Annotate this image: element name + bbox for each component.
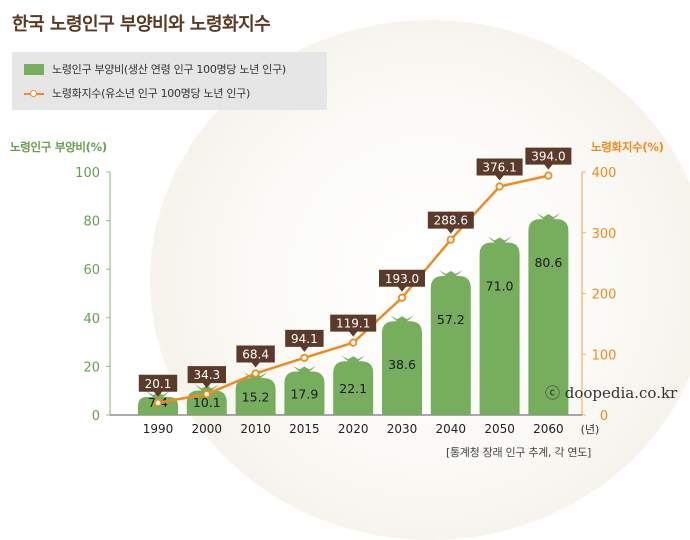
x-tick-label: 2040 [436, 422, 467, 436]
line-point [202, 390, 211, 399]
line-value-label: 376.1 [482, 161, 516, 175]
line-point [544, 171, 553, 180]
bar [382, 321, 422, 415]
left-tick-label: 0 [92, 409, 100, 424]
line-value-label: 20.1 [145, 377, 172, 391]
left-tick-label: 20 [83, 360, 100, 375]
source-note: [통계청 장래 인구 추계, 각 연도] [446, 446, 592, 459]
line-point [397, 293, 407, 302]
bar-tuft [487, 236, 512, 244]
line-label-box [285, 329, 324, 352]
left-tick-label: 60 [83, 263, 100, 278]
watermark: ⓒ doopedia.co.kr [545, 384, 678, 402]
x-tick-label: 2050 [484, 422, 515, 436]
line-value-label: 193.0 [385, 272, 419, 286]
line-value-label: 68.4 [242, 347, 269, 361]
line-label-box [379, 269, 425, 292]
bar [235, 378, 276, 415]
left-axis-title: 노령인구 부양비(%) [10, 140, 107, 154]
right-tick-label: 0 [600, 409, 608, 424]
legend-line-label: 노령화지수(유소년 인구 100명당 노년 인구) [52, 87, 250, 100]
line-label-box [525, 147, 572, 170]
right-tick-label: 300 [592, 227, 617, 242]
legend: 노령인구 부양비(생산 연령 인구 100명당 노년 인구) 노령화지수(유소년… [12, 52, 327, 110]
x-axis-unit: (년) [581, 423, 600, 436]
bar [430, 276, 471, 415]
legend-bar-label: 노령인구 부양비(생산 연령 인구 100명당 노년 인구) [52, 63, 286, 76]
bar-value-label: 80.6 [534, 255, 562, 270]
bar-value-label: 71.0 [486, 278, 514, 293]
legend-line-swatch [24, 88, 44, 99]
line-point [446, 235, 455, 244]
line-label-box [236, 345, 275, 368]
bar-tuft [292, 365, 317, 373]
line-point [349, 338, 358, 347]
line-value-label: 119.1 [336, 317, 370, 331]
legend-item-line: 노령화지수(유소년 인구 100명당 노년 인구) [24, 85, 250, 101]
x-tick-label: 1990 [143, 422, 174, 436]
bar [479, 242, 520, 415]
line-value-label: 288.6 [434, 214, 468, 228]
line-point [153, 398, 163, 407]
legend-item-bar: 노령인구 부양비(생산 연령 인구 100명당 노년 인구) [24, 61, 286, 77]
right-tick-label: 200 [592, 288, 617, 303]
line-point [495, 182, 504, 191]
right-axis-title: 노령화지수(%) [591, 140, 664, 154]
bar-value-label: 38.6 [388, 357, 416, 372]
bar-value-label: 22.1 [339, 381, 367, 396]
left-tick-label: 100 [75, 166, 100, 181]
left-tick-label: 80 [83, 215, 100, 230]
line-label-box [330, 314, 377, 337]
bar-tuft [536, 213, 561, 221]
x-tick-label: 2060 [533, 422, 564, 436]
x-tick-label: 2000 [192, 422, 223, 436]
line-label-box [138, 374, 178, 397]
line-label-box [187, 366, 226, 389]
bar-tuft [341, 355, 366, 363]
bar [528, 219, 569, 415]
line-value-label: 94.1 [291, 332, 318, 346]
line-value-label: 394.0 [531, 150, 565, 164]
x-tick-label: 2020 [338, 422, 369, 436]
line-label-box [476, 158, 523, 181]
line-point [300, 353, 309, 362]
bar-tuft [390, 315, 414, 323]
x-tick-label: 2015 [289, 422, 320, 436]
legend-bar-swatch [24, 63, 44, 75]
right-tick-label: 400 [592, 166, 617, 181]
line-point [251, 369, 260, 378]
right-tick-label: 100 [592, 348, 617, 363]
bar-value-label: 17.9 [290, 386, 318, 401]
x-tick-label: 2010 [240, 422, 271, 436]
bar-tuft [438, 270, 463, 278]
bar-value-label: 10.1 [193, 395, 221, 410]
line-label-box [427, 211, 474, 234]
x-tick-label: 2030 [387, 422, 418, 436]
bar [284, 371, 325, 415]
bar-value-label: 57.2 [437, 312, 465, 327]
bar [333, 361, 374, 415]
line-value-label: 34.3 [193, 368, 220, 382]
left-tick-label: 40 [83, 312, 100, 327]
chart-title: 한국 노령인구 부양비와 노령화지수 [12, 14, 271, 35]
bar-value-label: 15.2 [242, 390, 270, 405]
